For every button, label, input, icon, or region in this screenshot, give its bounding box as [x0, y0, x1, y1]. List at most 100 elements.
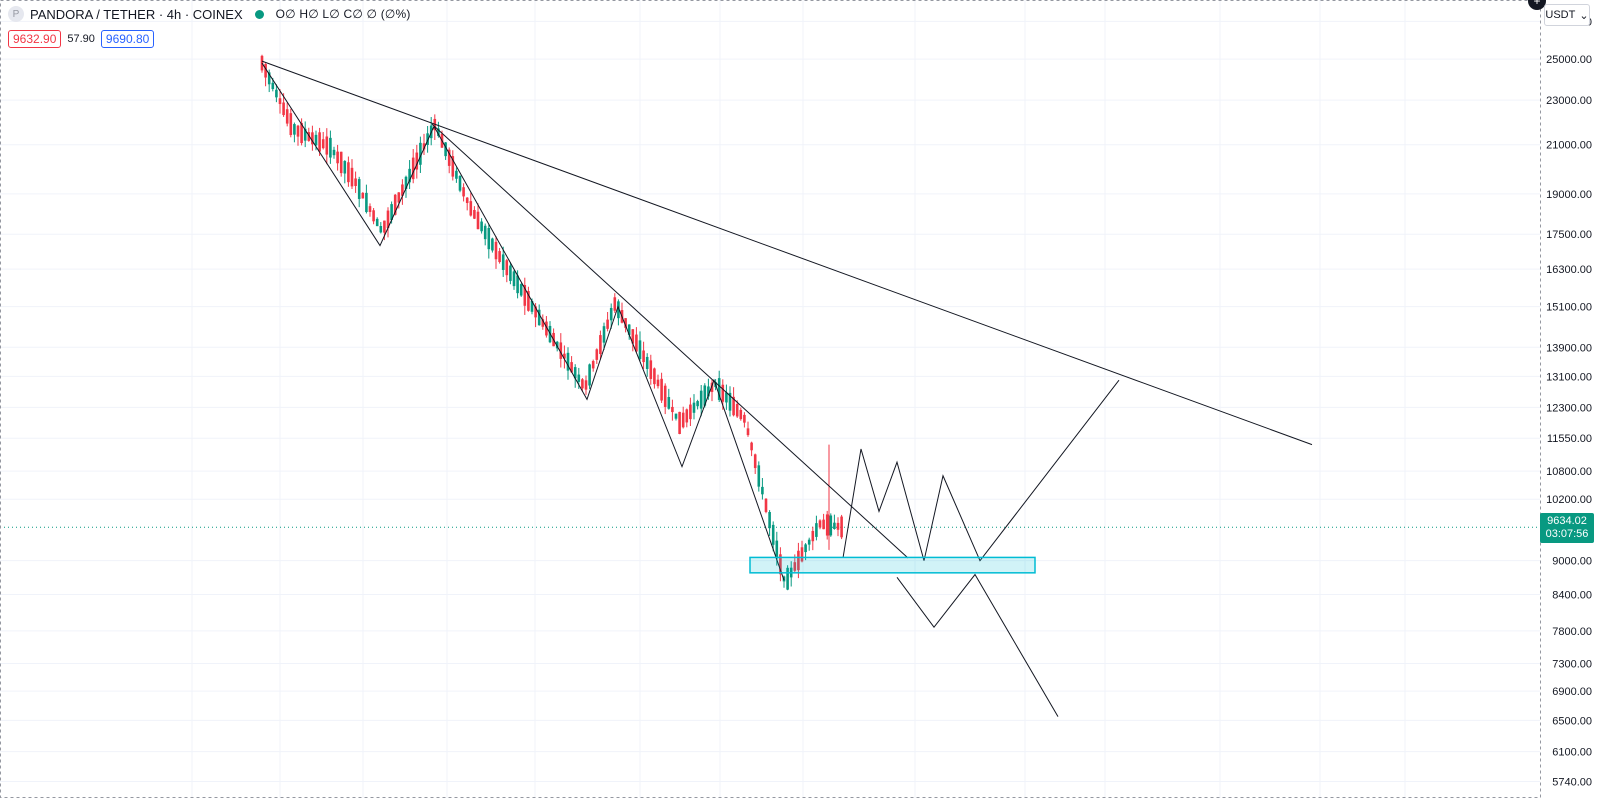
candle-body [566, 352, 570, 371]
candle-body [321, 139, 325, 149]
candle-body [710, 382, 714, 392]
candle-body [602, 326, 606, 343]
candle-body [721, 384, 725, 402]
candle-body [559, 342, 563, 359]
candle-body [422, 143, 426, 150]
candle-body [764, 498, 768, 512]
candle-body [397, 192, 401, 203]
candle-body [660, 378, 663, 401]
candle-body [311, 132, 314, 145]
candle-body [419, 142, 422, 165]
candle-body [624, 318, 627, 328]
candle-body [289, 113, 293, 136]
candle-body [833, 522, 836, 530]
candle-body [498, 251, 501, 263]
candle-body [761, 486, 764, 495]
candle-body [735, 404, 739, 417]
candle-body [325, 136, 329, 155]
candle-body [599, 335, 602, 355]
price-axis-label: 13900.00 [1546, 342, 1592, 354]
candle-body [509, 265, 512, 281]
candle-body [462, 187, 465, 197]
currency-select[interactable]: USDT ⌄ [1544, 4, 1590, 26]
buy-price-button[interactable]: 9690.80 [100, 30, 155, 48]
drawings[interactable] [261, 60, 1313, 717]
candle-body [678, 411, 681, 434]
candle-body [757, 465, 761, 487]
candle-body [584, 380, 588, 390]
market-status-icon [254, 9, 264, 19]
candle-body [368, 206, 372, 212]
candle-body [393, 194, 397, 215]
candle-body [527, 291, 530, 311]
candle-body [314, 134, 318, 146]
candle-body [645, 356, 649, 369]
candle-body [336, 151, 339, 164]
candle-body [822, 519, 825, 530]
price-axis-label: 21000.00 [1546, 140, 1592, 152]
candle-body [361, 192, 365, 199]
candle-body [451, 156, 455, 177]
candle-body [728, 392, 732, 411]
candle-body [408, 168, 411, 183]
candle-body [588, 364, 591, 386]
price-axis-label: 7300.00 [1552, 658, 1592, 670]
price-axis-label: 6100.00 [1552, 747, 1592, 759]
candle-body [523, 285, 527, 306]
sell-price-button[interactable]: 9632.90 [8, 30, 62, 48]
candle-body [800, 547, 804, 562]
candle-body [649, 360, 653, 379]
candle-body [465, 197, 469, 204]
candle-body [671, 406, 674, 413]
candle-body [458, 175, 462, 191]
candle-body [815, 523, 818, 537]
candle-body [829, 515, 833, 536]
candle-body [516, 275, 519, 294]
candle-body [699, 390, 703, 409]
price-axis-label: 7800.00 [1552, 626, 1592, 638]
price-axis-label: 11550.00 [1547, 433, 1592, 445]
candle-body [635, 334, 638, 352]
candle-body [545, 321, 548, 336]
chart-grid [0, 0, 1540, 798]
candle-body [415, 152, 419, 170]
price-axis-label: 13100.00 [1546, 371, 1592, 383]
candle-body [285, 109, 289, 124]
add-icon[interactable]: + [1528, 0, 1546, 10]
candle-body [692, 402, 696, 413]
symbol-legend: P PANDORA / TETHER · 4h · COINEX O∅ H∅ L… [8, 6, 411, 22]
candle-body [365, 192, 368, 213]
symbol-logo-icon: P [8, 6, 24, 22]
candle-body [318, 132, 321, 152]
candle-body [350, 167, 354, 187]
candle-body [390, 204, 393, 221]
projection-down-path [896, 573, 1059, 717]
candle-body [768, 512, 771, 529]
price-axis-label: 10800.00 [1546, 466, 1592, 478]
candle-body [339, 151, 343, 174]
bar-countdown: 03:07:56 [1545, 528, 1589, 540]
candle-body [476, 211, 480, 230]
symbol-title[interactable]: PANDORA / TETHER · 4h · COINEX [30, 6, 243, 22]
candle-body [642, 350, 645, 363]
zigzag-path [261, 62, 785, 581]
candle-body [426, 133, 429, 145]
chevron-down-icon: ⌄ [1579, 9, 1589, 22]
candle-body [750, 442, 753, 451]
price-axis[interactable]: 27000.0025000.0023000.0021000.0019000.00… [1546, 16, 1592, 788]
candle-body [264, 63, 267, 78]
candle-body [563, 353, 566, 359]
ohlc-values: O∅ H∅ L∅ C∅ ∅ (∅%) [275, 7, 411, 21]
candle-body [667, 397, 671, 409]
candle-body [631, 329, 635, 344]
price-axis-label: 25000.00 [1546, 54, 1592, 66]
candle-body [786, 567, 789, 590]
candle-body [797, 550, 800, 571]
candle-body [354, 178, 357, 187]
support-zone [749, 556, 1036, 574]
candle-body [779, 554, 782, 575]
candle-body [570, 362, 573, 373]
candle-body [469, 201, 473, 216]
candle-body [663, 385, 667, 407]
